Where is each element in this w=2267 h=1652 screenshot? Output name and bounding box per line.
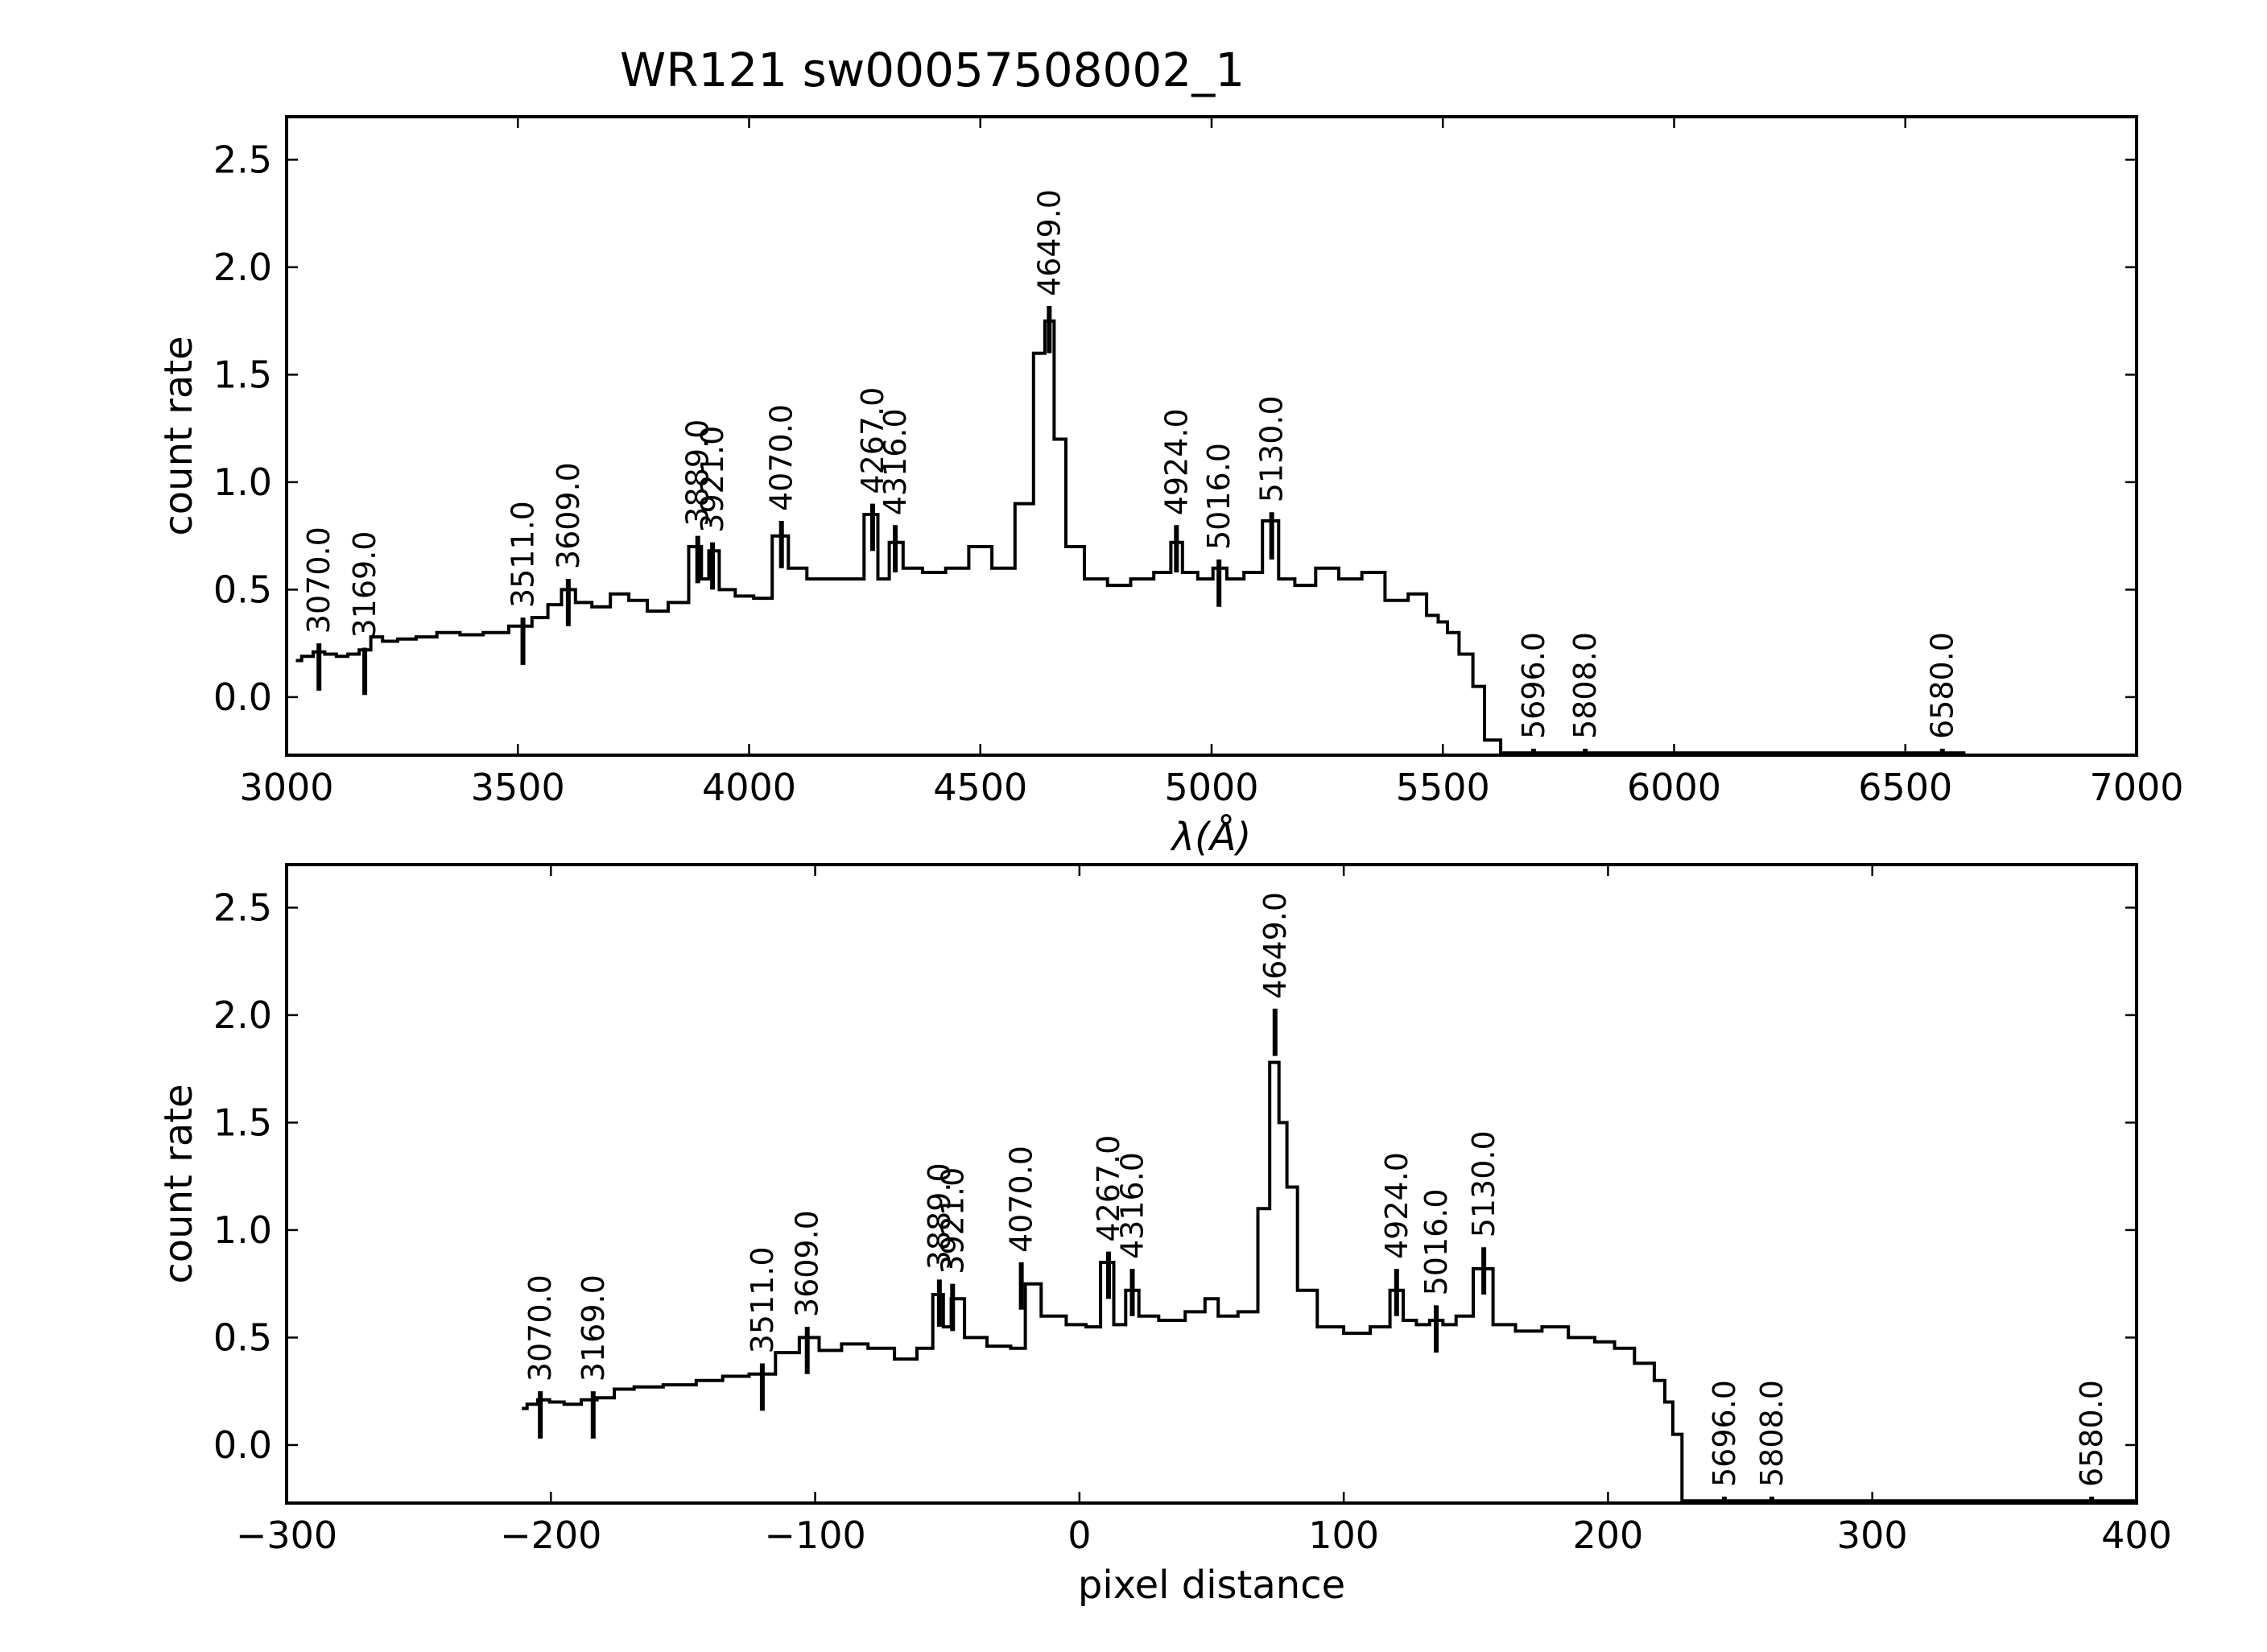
y-tick-label: 0.5: [213, 568, 272, 611]
y-tick-label: 1.5: [213, 1101, 272, 1144]
line-label-3511.0: 3511.0: [745, 1246, 780, 1353]
line-label-3169.0: 3169.0: [347, 531, 382, 638]
y-axis-label-pixel: count rate: [156, 1084, 201, 1283]
line-label-3511.0: 3511.0: [506, 501, 541, 608]
line-label-3070.0: 3070.0: [522, 1274, 558, 1381]
x-tick-label: −200: [500, 1514, 601, 1557]
chart-title: WR121 sw00057508002_1: [620, 43, 1245, 97]
line-label-3609.0: 3609.0: [790, 1210, 825, 1317]
x-tick-label: 6500: [1858, 766, 1952, 809]
line-label-6580.0: 6580.0: [1925, 632, 1960, 739]
line-label-5130.0: 5130.0: [1466, 1130, 1501, 1237]
spectrum-line-pixel: [522, 1060, 2137, 1503]
line-label-4070.0: 4070.0: [764, 404, 799, 511]
line-label-3070.0: 3070.0: [301, 527, 337, 634]
line-label-3889.0: 3889.0: [922, 1163, 957, 1270]
y-tick-label: 2.5: [213, 886, 272, 929]
line-label-5696.0: 5696.0: [1707, 1380, 1742, 1487]
y-tick-label: 2.0: [213, 993, 272, 1037]
line-label-3889.0: 3889.0: [680, 419, 716, 527]
x-tick-label: −100: [764, 1514, 865, 1557]
x-tick-label: 100: [1308, 1514, 1379, 1557]
y-tick-label: 1.0: [213, 460, 272, 504]
x-tick-label: 400: [2101, 1514, 2172, 1557]
spectrum-line-wavelength: [295, 319, 1966, 755]
line-label-5016.0: 5016.0: [1201, 443, 1237, 550]
line-label-4267.0: 4267.0: [855, 387, 890, 494]
plot-frame-wavelength: [285, 115, 2138, 757]
line-label-5016.0: 5016.0: [1418, 1188, 1454, 1295]
line-label-5696.0: 5696.0: [1516, 632, 1551, 739]
line-label-4924.0: 4924.0: [1158, 408, 1194, 515]
x-tick-label: 200: [1573, 1514, 1644, 1557]
line-label-4316.0: 4316.0: [1115, 1152, 1150, 1259]
y-tick-label: 2.0: [213, 246, 272, 289]
line-label-4316.0: 4316.0: [877, 408, 913, 515]
line-label-3921.0: 3921.0: [695, 426, 730, 533]
y-axis-label-wavelength: count rate: [156, 336, 201, 535]
line-label-4924.0: 4924.0: [1379, 1152, 1414, 1259]
x-axis-label-wavelength: λ(Å): [1170, 814, 1252, 860]
line-label-3609.0: 3609.0: [551, 462, 586, 569]
line-label-5808.0: 5808.0: [1754, 1380, 1790, 1487]
line-label-4649.0: 4649.0: [1031, 189, 1067, 296]
x-tick-label: 300: [1837, 1514, 1908, 1557]
line-label-4070.0: 4070.0: [1004, 1146, 1039, 1253]
x-tick-label: 4000: [702, 766, 796, 809]
line-label-6580.0: 6580.0: [2074, 1380, 2109, 1487]
y-tick-label: 1.5: [213, 353, 272, 396]
x-tick-label: 6000: [1627, 766, 1721, 809]
line-label-3921.0: 3921.0: [935, 1167, 970, 1274]
x-tick-label: 5500: [1396, 766, 1490, 809]
line-label-5808.0: 5808.0: [1567, 632, 1603, 739]
y-tick-label: 0.5: [213, 1315, 272, 1359]
x-tick-label: 0: [1067, 1514, 1091, 1557]
y-tick-label: 0.0: [213, 1423, 272, 1467]
plot-frame-pixel: [285, 863, 2138, 1505]
y-tick-label: 0.0: [213, 675, 272, 719]
line-label-4649.0: 4649.0: [1257, 892, 1293, 999]
x-tick-label: 7000: [2089, 766, 2183, 809]
x-tick-label: −300: [236, 1514, 337, 1557]
y-tick-label: 1.0: [213, 1208, 272, 1252]
line-label-5130.0: 5130.0: [1254, 395, 1290, 502]
y-tick-label: 2.5: [213, 138, 272, 181]
x-tick-label: 4500: [933, 766, 1027, 809]
line-label-3169.0: 3169.0: [576, 1274, 611, 1381]
x-tick-label: 5000: [1164, 766, 1258, 809]
x-tick-label: 3000: [239, 766, 333, 809]
x-axis-label-pixel: pixel distance: [1078, 1563, 1345, 1608]
line-label-4267.0: 4267.0: [1091, 1135, 1126, 1242]
x-tick-label: 3500: [471, 766, 565, 809]
